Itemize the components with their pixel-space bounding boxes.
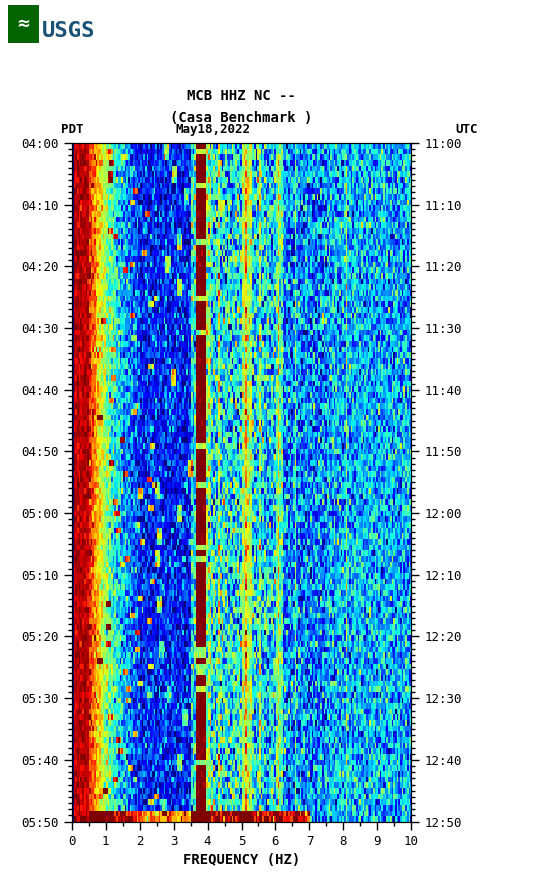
X-axis label: FREQUENCY (HZ): FREQUENCY (HZ) (183, 854, 300, 867)
Text: USGS: USGS (41, 21, 95, 41)
Text: May18,2022: May18,2022 (176, 122, 250, 136)
Text: MCB HHZ NC --: MCB HHZ NC -- (187, 88, 296, 103)
Text: (Casa Benchmark ): (Casa Benchmark ) (171, 111, 312, 125)
FancyBboxPatch shape (8, 5, 39, 43)
Text: UTC: UTC (455, 122, 478, 136)
Text: PDT: PDT (61, 122, 83, 136)
Text: ≈: ≈ (17, 15, 30, 33)
